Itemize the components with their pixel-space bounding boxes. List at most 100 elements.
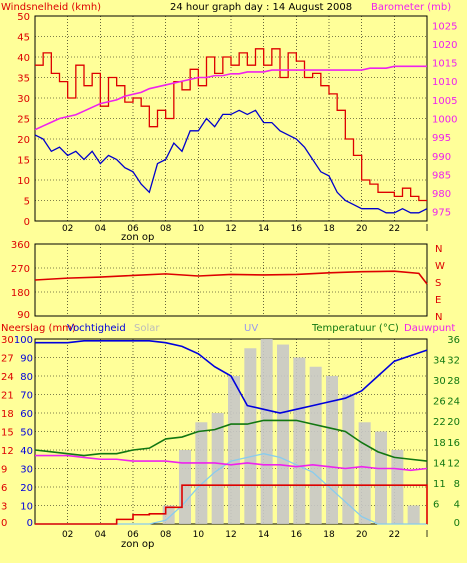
x-tick: 22 (389, 224, 400, 234)
baro-y-tick: 985 (432, 170, 451, 181)
baro-y-tick: 990 (432, 152, 451, 163)
graph-title: 24 hour graph day : 14 August 2008 (170, 2, 352, 13)
humidity-y-tick: 30 (20, 465, 33, 476)
humidity-y-tick: 50 (20, 428, 33, 439)
dir-y-tick: 270 (11, 264, 30, 275)
temp-y-tick: 0 (454, 518, 460, 529)
x-tick-end: l (426, 530, 429, 540)
dewpoint-axis-label: Dauwpunt (404, 323, 455, 334)
rain-y-tick: 0 (1, 518, 7, 529)
rain-series (35, 484, 428, 525)
x-tick-end: l (426, 224, 429, 234)
solar-bar (211, 413, 224, 524)
temp-y-tick-inner: 18 (433, 438, 446, 449)
dewpoint-series (35, 454, 428, 472)
barometer-axis-label: Barometer (mb) (371, 2, 451, 13)
compass-tick: S (435, 278, 441, 289)
humidity-series (35, 340, 428, 414)
solar-bar (309, 366, 322, 524)
humidity-y-tick: 10 (20, 502, 33, 513)
x-tick: 10 (193, 224, 205, 234)
baro-y-tick: 1000 (432, 115, 457, 126)
solar-bar (293, 357, 306, 524)
solar-bar (407, 505, 420, 524)
sunrise-label-bottom: zon op (121, 539, 154, 550)
wind-y-tick: 15 (17, 156, 30, 167)
compass-tick: N (435, 312, 442, 323)
rain-y-tick: 18 (1, 409, 14, 420)
wind-y-tick: 35 (17, 74, 30, 85)
compass-tick: W (435, 261, 445, 272)
temp-y-tick-inner: 6 (433, 499, 439, 510)
temp-y-tick-inner: 26 (433, 397, 446, 408)
humidity-axis-label: Vochtigheid (67, 323, 126, 334)
dir-y-tick: 180 (11, 288, 30, 299)
dir-y-tick: 360 (11, 240, 30, 251)
temp-y-tick: 24 (447, 397, 460, 408)
sunrise-label-top: zon op (121, 232, 154, 243)
temp-y-tick-inner: 11 (433, 479, 446, 490)
temp-y-tick: 36 (447, 335, 460, 346)
wind-y-tick: 5 (24, 197, 30, 208)
solar-bar (260, 339, 273, 524)
x-tick: 16 (291, 224, 303, 234)
baro-y-tick: 1005 (432, 96, 457, 107)
x-tick: 04 (95, 530, 107, 540)
wind-y-tick: 40 (17, 53, 30, 64)
humidity-y-tick: 100 (14, 335, 33, 346)
x-tick: 12 (225, 224, 236, 234)
wind-direction-series (34, 270, 428, 285)
barometer-series (34, 65, 427, 131)
direction-panel-series (34, 270, 428, 285)
solar-bar (342, 394, 355, 524)
solar-bar (228, 376, 240, 524)
x-tick: 02 (62, 224, 73, 234)
x-tick: 18 (323, 530, 335, 540)
wind-y-tick: 10 (17, 176, 30, 187)
x-tick: 06 (127, 530, 139, 540)
temp-y-tick: 8 (454, 479, 460, 490)
humidity-y-tick: 70 (20, 391, 33, 402)
x-tick: 20 (356, 224, 368, 234)
rain-panel-axes: 0102030405060708090100036912151821242730… (1, 335, 460, 540)
rain-y-tick: 15 (1, 428, 14, 439)
humidity-y-tick: 0 (27, 518, 33, 529)
solar-bar (195, 422, 208, 524)
temp-y-tick-inner: 22 (433, 417, 446, 428)
wind-y-tick: 0 (24, 217, 30, 228)
rain-axis-label: Neerslag (mm) (1, 323, 76, 334)
avg-wind-series (34, 109, 428, 214)
temp-y-tick: 28 (447, 376, 460, 387)
direction-panel-grid (35, 244, 427, 316)
baro-y-tick: 1020 (432, 40, 457, 51)
rain-panel-series (34, 339, 428, 525)
baro-y-tick: 1010 (432, 77, 457, 88)
x-tick: 04 (95, 224, 107, 234)
humidity-y-tick: 20 (20, 483, 33, 494)
solar-bar (179, 450, 191, 524)
solar-bar (277, 344, 289, 524)
uv-axis-label: UV (244, 323, 258, 334)
solar-bar (391, 450, 404, 524)
x-tick: 14 (258, 224, 270, 234)
baro-y-tick: 1015 (432, 59, 457, 70)
x-tick: 16 (291, 530, 303, 540)
wind-y-tick: 20 (17, 135, 30, 146)
humidity-y-tick: 40 (20, 446, 33, 457)
temperature-series (34, 419, 428, 462)
wind-panel-series (34, 48, 428, 214)
wind-y-tick: 25 (17, 115, 30, 126)
solar-bar (358, 422, 371, 524)
x-tick: 12 (225, 530, 236, 540)
x-tick: 18 (323, 224, 335, 234)
x-tick: 08 (160, 224, 172, 234)
wind-speed-axis-label: Windsnelheid (kmh) (1, 2, 101, 13)
temp-y-tick: 32 (447, 356, 460, 367)
x-tick: 20 (356, 530, 368, 540)
wind-y-tick: 45 (17, 33, 30, 44)
rain-y-tick: 27 (1, 354, 14, 365)
gust-series (35, 48, 427, 202)
rain-y-tick: 3 (1, 502, 7, 513)
temp-y-tick-inner: 34 (433, 356, 446, 367)
